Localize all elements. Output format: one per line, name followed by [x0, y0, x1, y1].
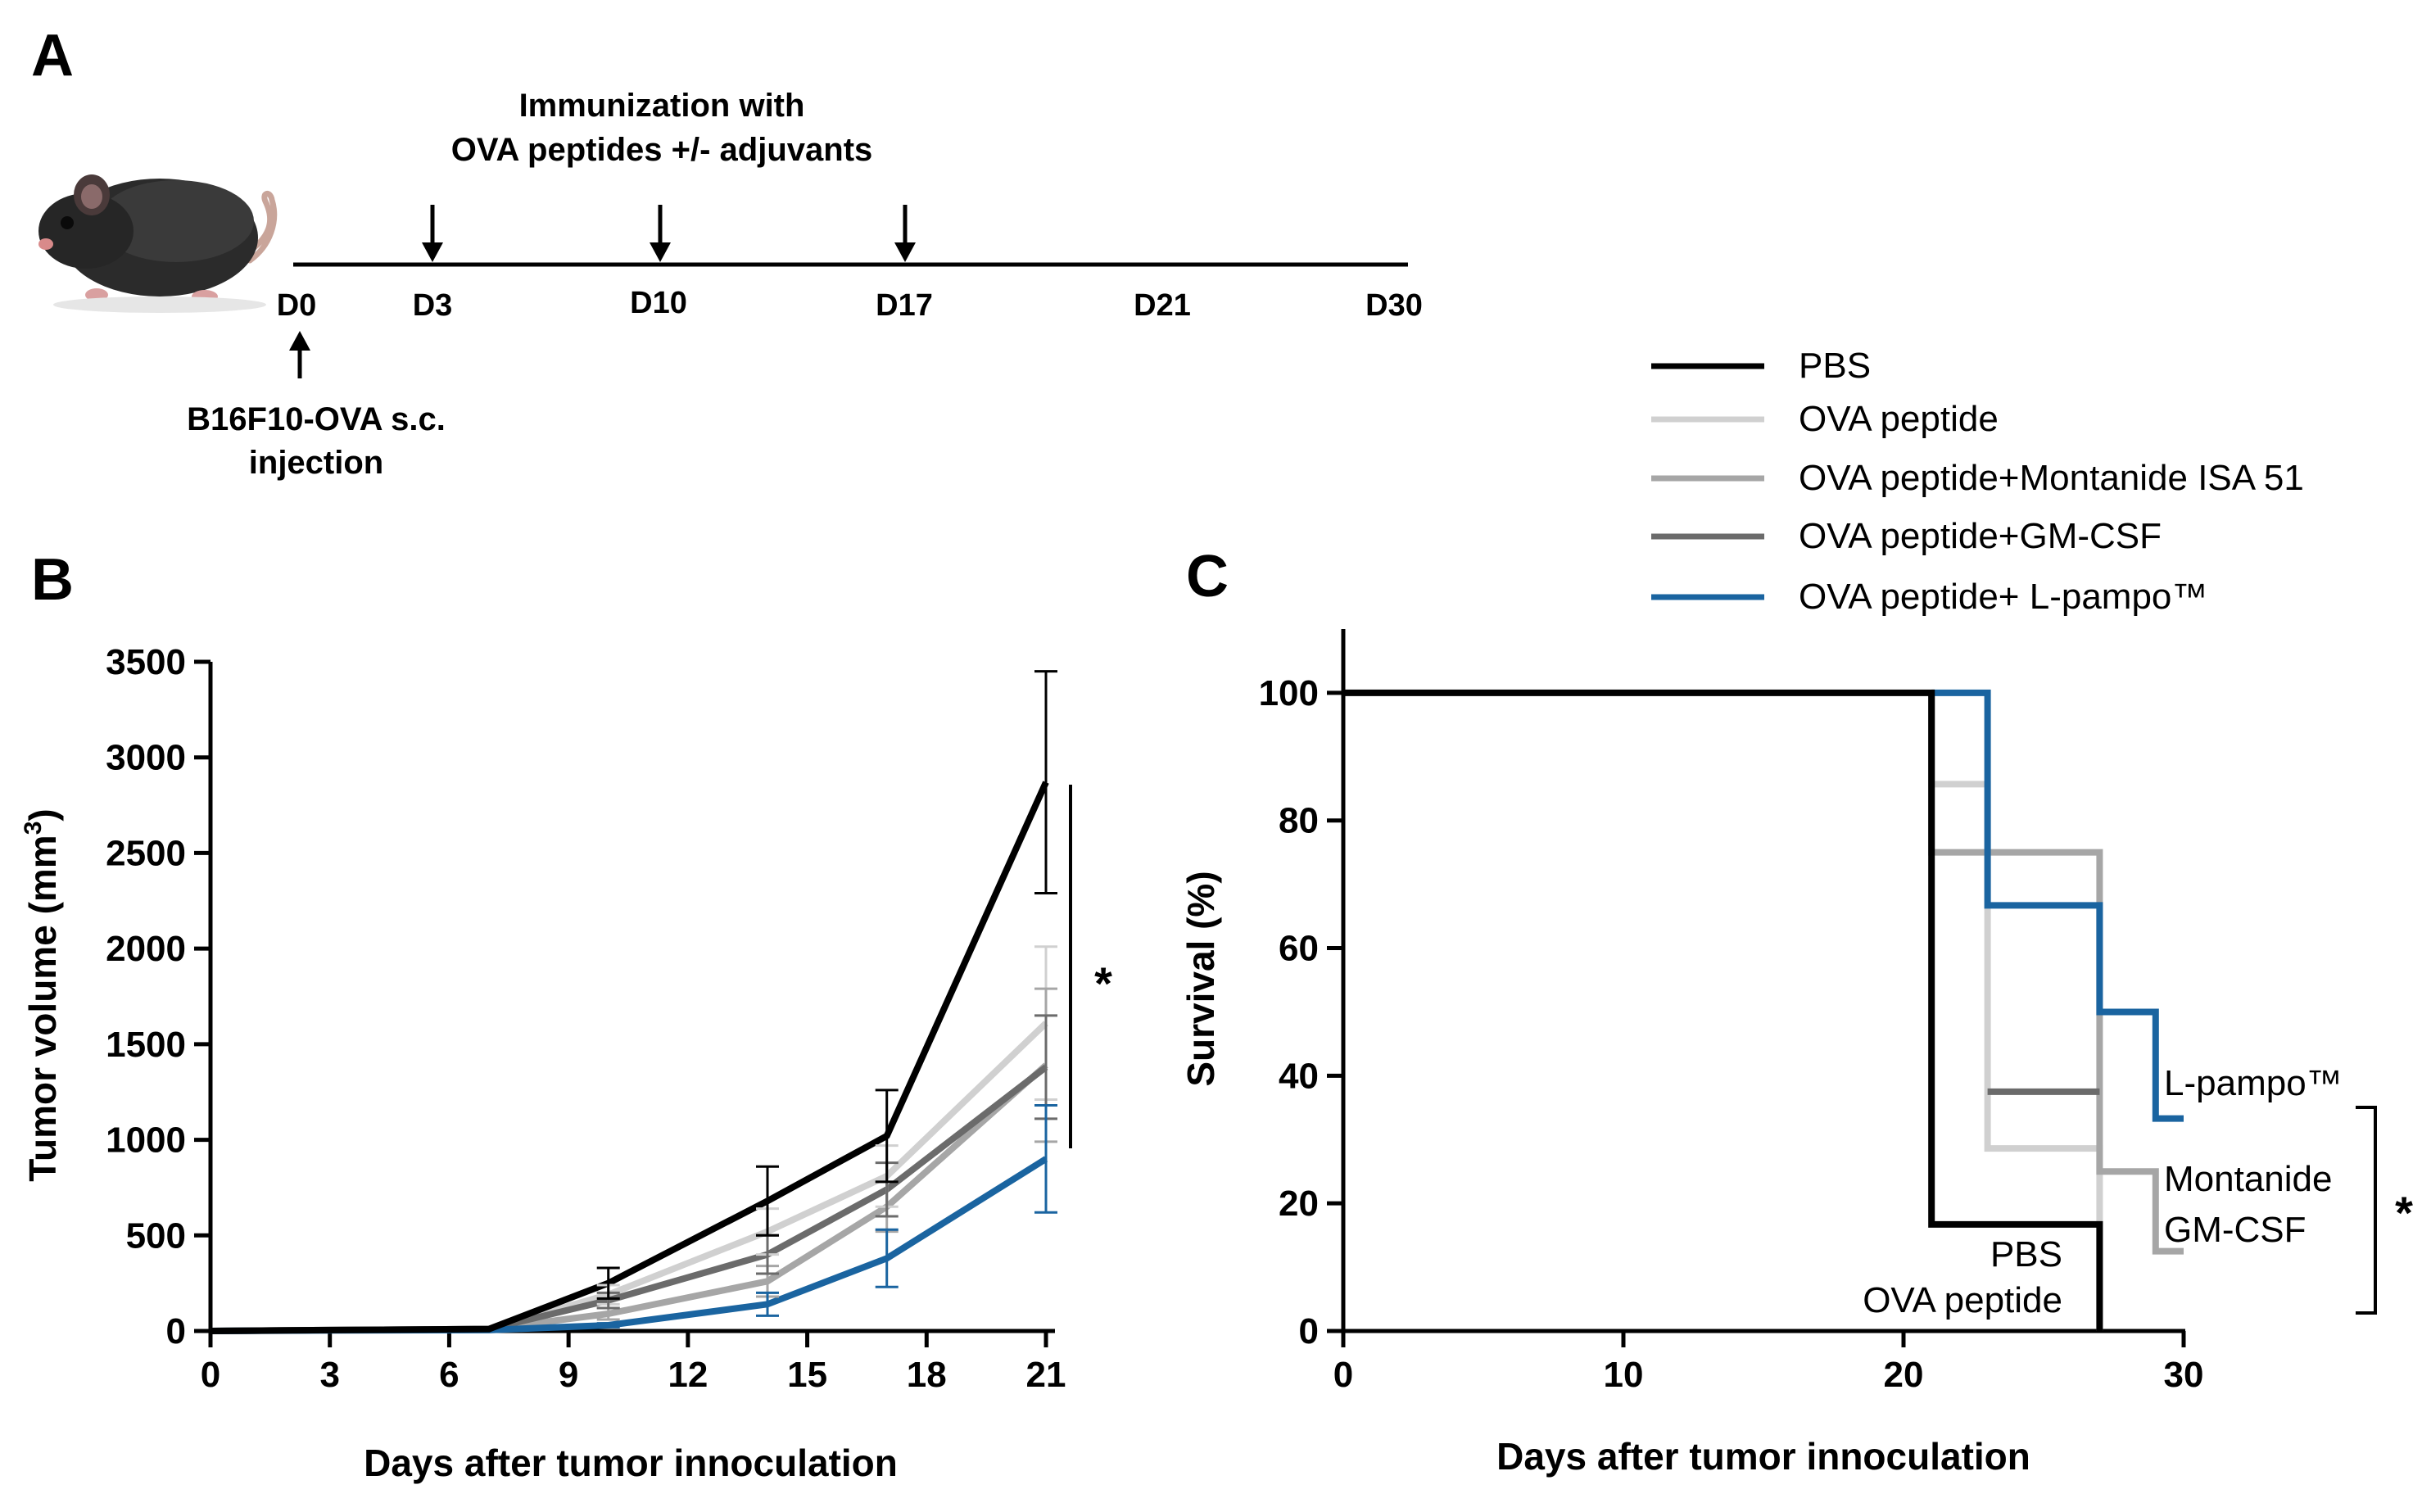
b-errorbar-ova-peptide-l-pampo-17 — [875, 1228, 899, 1288]
b-errorbar-ova-peptide-l-pampo-14 — [756, 1291, 779, 1317]
b-xtick-label-15: 15 — [787, 1355, 827, 1395]
b-errorbar-pbs-21 — [1034, 670, 1057, 894]
panel-a-letter: A — [31, 23, 74, 88]
panel-b-series — [210, 781, 1049, 1334]
b-xtick-label-3: 3 — [319, 1355, 339, 1395]
mouse-icon — [38, 174, 278, 313]
b-xtick-label-6: 6 — [439, 1355, 459, 1395]
b-ytick-label-3500: 3500 — [106, 642, 186, 682]
legend-label-gmcsf: OVA peptide+GM-CSF — [1799, 516, 2162, 556]
timeline-day-d30: D30 — [1365, 288, 1423, 323]
annotation-gmcsf: GM-CSF — [2164, 1210, 2307, 1250]
panel-c-x-label: Days after tumor innoculation — [1496, 1435, 2030, 1478]
c-ytick-label-0: 0 — [1299, 1311, 1319, 1351]
annotation-pbs: PBS — [1990, 1234, 2062, 1274]
b-series-line-ova-peptide-l-pampo — [210, 1156, 1048, 1334]
panel-c-y-label: Survival (%) — [1179, 871, 1222, 1086]
c-series-line-pbs — [1343, 689, 2103, 1331]
panel-b-x-ticks: 0 3 6 9 12 15 18 21 — [201, 1331, 1066, 1395]
injection-label-line2: injection — [249, 445, 383, 481]
legend-label-ova: OVA peptide — [1799, 399, 1999, 439]
b-xtick-label-21: 21 — [1026, 1355, 1066, 1395]
b-errorbar-ova-peptide-l-pampo-21 — [1034, 1104, 1057, 1214]
b-ytick-label-1000: 1000 — [106, 1120, 186, 1161]
legend-label-lpampo: OVA peptide+ L-pampo™ — [1799, 577, 2207, 617]
timeline-day-d10: D10 — [630, 286, 687, 320]
immunization-arrow-d3 — [422, 205, 443, 262]
injection-arrow — [289, 331, 310, 378]
b-xtick-label-0: 0 — [201, 1355, 220, 1395]
panel-c: C 0 20 40 60 80 100 0 10 20 30 Survival (%) Days… — [1179, 544, 2413, 1478]
legend: PBS OVA peptide OVA peptide+Montanide IS… — [1651, 346, 2304, 617]
panel-b-y-label: Tumor volume (mm3) — [20, 808, 64, 1181]
immunization-arrow-d17 — [894, 205, 916, 262]
panel-a: A Immunization with OVA peptides +/- adj… — [31, 23, 1423, 481]
b-ytick-label-2500: 2500 — [106, 833, 186, 873]
b-series-line-ova-peptide-montanide-isa-51 — [210, 1062, 1048, 1334]
panel-c-significance-bracket — [2356, 1106, 2377, 1315]
panel-c-letter: C — [1186, 544, 1229, 609]
timeline-day-d21: D21 — [1134, 288, 1191, 323]
b-xtick-label-9: 9 — [559, 1355, 578, 1395]
panel-b: B 0 500 1000 1500 2000 2500 3000 3500 0 3 6 9 12 15 1… — [20, 547, 1112, 1484]
panel-b-error-bars — [596, 670, 1057, 1329]
panel-c-significance-star: * — [2395, 1187, 2413, 1238]
panel-b-letter: B — [31, 547, 74, 613]
panel-b-significance-star: * — [1094, 957, 1112, 1009]
c-ytick-label-20: 20 — [1279, 1184, 1319, 1224]
timeline-day-d3: D3 — [413, 288, 453, 323]
b-ytick-label-1500: 1500 — [106, 1025, 186, 1065]
c-ytick-label-40: 40 — [1279, 1056, 1319, 1096]
b-ytick-label-3000: 3000 — [106, 738, 186, 778]
b-ytick-label-2000: 2000 — [106, 929, 186, 969]
c-xtick-label-0: 0 — [1333, 1355, 1353, 1395]
c-ytick-label-60: 60 — [1279, 929, 1319, 969]
b-series-line-pbs — [210, 781, 1049, 1334]
c-series-line-ova-peptide-montanide-isa-51 — [1928, 692, 2184, 1255]
panel-c-series — [1343, 689, 2184, 1331]
injection-label-line1: B16F10-OVA s.c. — [187, 401, 446, 437]
annotation-montanide: Montanide — [2164, 1159, 2332, 1199]
legend-label-montanide: OVA peptide+Montanide ISA 51 — [1799, 458, 2304, 498]
c-xtick-label-30: 30 — [2164, 1355, 2204, 1395]
b-errorbar-pbs-10 — [596, 1266, 620, 1300]
c-ytick-label-100: 100 — [1259, 673, 1319, 713]
timeline-day-d0: D0 — [277, 288, 317, 323]
b-errorbar-pbs-14 — [756, 1165, 779, 1237]
b-ytick-label-0: 0 — [166, 1311, 186, 1351]
b-errorbar-ova-peptide-l-pampo-10 — [596, 1322, 620, 1329]
timeline-day-d17: D17 — [876, 288, 933, 323]
c-xtick-label-10: 10 — [1604, 1355, 1644, 1395]
c-ytick-label-80: 80 — [1279, 801, 1319, 841]
panel-b-x-label: Days after tumor innoculation — [364, 1442, 898, 1484]
annotation-ova: OVA peptide — [1863, 1280, 2062, 1320]
panel-c-y-ticks: 0 20 40 60 80 100 — [1259, 673, 1343, 1351]
b-series-line-ova-peptide-gm-csf — [210, 1064, 1048, 1334]
b-xtick-label-18: 18 — [907, 1355, 947, 1395]
panel-b-y-ticks: 0 500 1000 1500 2000 2500 3000 3500 — [106, 642, 211, 1351]
immunization-label-line2: OVA peptides +/- adjuvants — [451, 132, 873, 168]
panel-c-x-ticks: 0 10 20 30 — [1333, 1331, 2204, 1395]
legend-label-pbs: PBS — [1799, 346, 1871, 386]
annotation-lpampo: L-pampo™ — [2164, 1063, 2343, 1103]
immunization-arrow-d10 — [650, 205, 671, 262]
b-errorbar-pbs-17 — [875, 1089, 899, 1184]
c-series-line-ova-peptide-l-pampo — [1931, 689, 2184, 1122]
immunization-label-line1: Immunization with — [519, 88, 805, 124]
b-xtick-label-12: 12 — [668, 1355, 708, 1395]
b-ytick-label-500: 500 — [126, 1215, 186, 1256]
c-xtick-label-20: 20 — [1884, 1355, 1924, 1395]
